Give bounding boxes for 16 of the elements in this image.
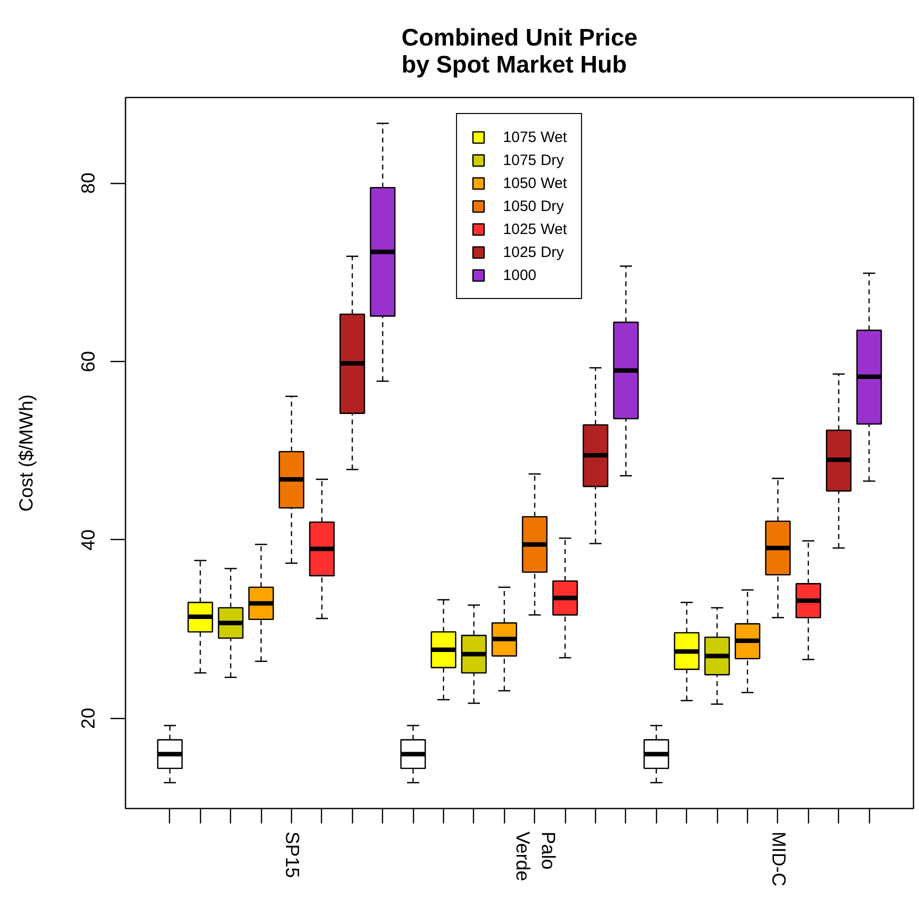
legend-label: 1050 Dry <box>503 197 564 215</box>
chart-title: Combined Unit Price by Spot Market Hub <box>401 24 638 78</box>
legend-label: 1025 Dry <box>503 243 564 261</box>
legend-label: 1075 Wet <box>503 128 567 146</box>
x-tick-label: Palo Verde <box>512 832 558 882</box>
y-tick-label: 20 <box>78 708 100 729</box>
y-tick-label: 60 <box>78 350 100 372</box>
y-tick-label: 40 <box>78 529 100 551</box>
y-axis-title: Cost ($/MWh) <box>16 394 38 512</box>
y-tick-label: 80 <box>78 172 100 194</box>
legend-label: 1075 Dry <box>503 151 564 169</box>
legend-label: 1025 Wet <box>503 220 567 238</box>
x-tick-label: SP15 <box>280 832 302 878</box>
legend-label: 1000 <box>503 266 536 284</box>
legend-label: 1050 Wet <box>503 174 567 192</box>
x-tick-label: MID-C <box>767 832 788 886</box>
